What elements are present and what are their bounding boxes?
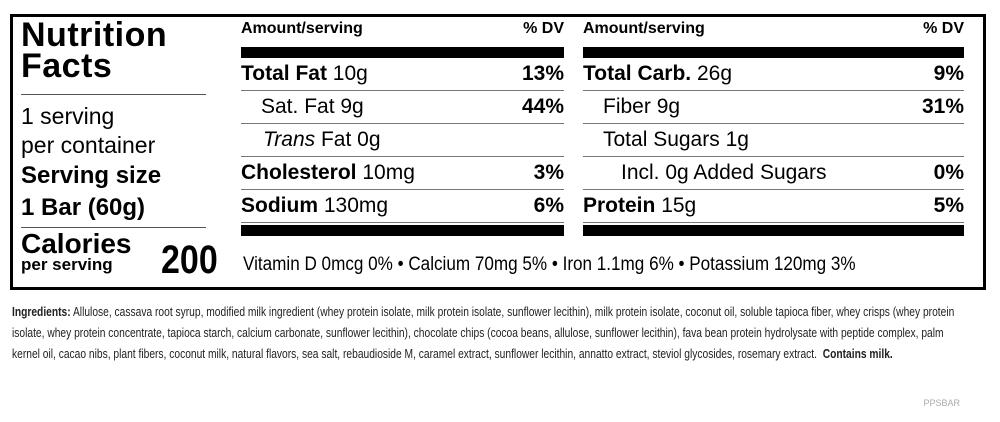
dv-header: % DV [923, 20, 964, 37]
nutrient-row-sat-fat: Sat. Fat 9g 44% [241, 91, 564, 124]
nutrient-row-protein: Protein 15g 5% [583, 190, 964, 223]
thick-rule [583, 225, 964, 236]
product-code: PPSBAR [923, 398, 960, 408]
nutrient-row-fiber: Fiber 9g 31% [583, 91, 964, 124]
thick-rule [241, 47, 564, 58]
nutrition-facts-panel [10, 14, 986, 290]
amount-header: Amount/serving [241, 20, 363, 37]
nutrient-row-trans-fat: Trans Fat 0g [241, 124, 564, 157]
nutrient-row-added-sugars: Incl. 0g Added Sugars 0% [583, 157, 964, 190]
dv-header: % DV [523, 20, 564, 37]
divider [21, 227, 206, 228]
serving-size: Serving size 1 Bar (60g) [21, 162, 162, 221]
nutrient-row-total-sugars: Total Sugars 1g [583, 124, 964, 157]
ingredients-list: Ingredients: Allulose, cassava root syru… [12, 305, 955, 361]
nutrient-column-left: Amount/serving % DV Total Fat 10g 13% Sat.… [241, 20, 564, 236]
nutrient-row-total-carb: Total Carb. 26g 9% [583, 58, 964, 91]
vitamins-minerals: Vitamin D 0mcg 0% • Calcium 70mg 5% • Ir… [243, 254, 856, 275]
amount-header: Amount/serving [583, 20, 705, 37]
thick-rule [241, 225, 564, 236]
nutrient-row-cholesterol: Cholesterol 10mg 3% [241, 157, 564, 190]
nutrient-column-right: Amount/serving % DV Total Carb. 26g 9% Fib… [583, 20, 964, 236]
panel-title: Nutrition Facts [21, 16, 168, 85]
nutrient-row-total-fat: Total Fat 10g 13% [241, 58, 564, 91]
calories-label: Calories per serving [21, 228, 132, 274]
divider [21, 94, 206, 95]
nutrient-row-sodium: Sodium 130mg 6% [241, 190, 564, 223]
calories-value: 200 [161, 238, 218, 282]
thick-rule [583, 47, 964, 58]
servings-per-container: 1 serving per container [21, 103, 156, 158]
